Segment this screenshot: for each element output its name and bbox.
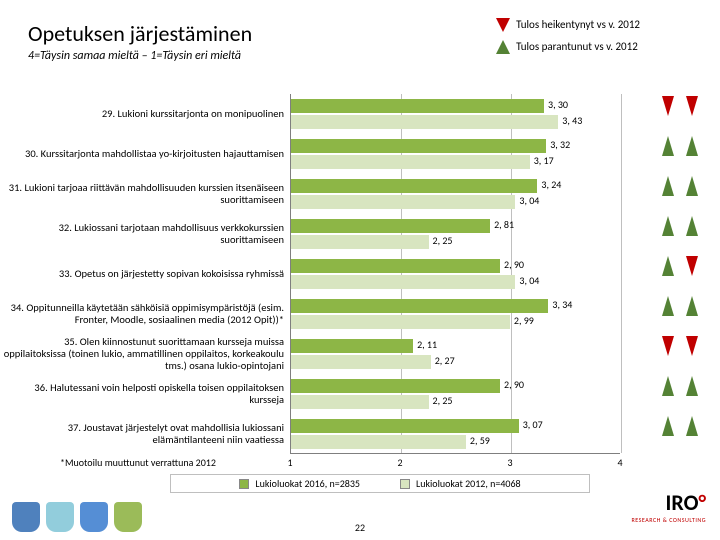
trend-arrow-a: [662, 256, 674, 280]
question-label: 37. Joustavat järjestelyt ovat mahdollis…: [0, 414, 290, 454]
x-axis: 1 2 3 4: [290, 456, 620, 470]
trend-arrow-b: [686, 416, 698, 440]
series-a-label: Lukioluokat 2016, n=2835: [255, 477, 360, 490]
trend-arrow-a: [662, 136, 674, 160]
series-b-label: Lukioluokat 2012, n=4068: [416, 477, 521, 490]
question-label: 30. Kurssitarjonta mahdollistaa yo-kirjo…: [0, 134, 290, 174]
trend-arrow-a: [662, 216, 674, 240]
trend-arrow-b: [686, 296, 698, 320]
trend-arrow-b: [686, 216, 698, 240]
question-label: 32. Lukiossani tarjotaan mahdollisuus ve…: [0, 214, 290, 254]
question-label: 31. Lukioni tarjoaa riittävän mahdollisu…: [0, 174, 290, 214]
question-label: 36. Halutessani voin helposti opiskella …: [0, 374, 290, 414]
scale-subtitle: 4=Täysin samaa mieltä – 1=Täysin eri mie…: [28, 49, 252, 63]
footnote: *Muotoilu muuttunut verrattuna 2012: [60, 456, 216, 469]
x-tick: 2: [397, 456, 402, 469]
question-label: 29. Lukioni kurssitarjonta on monipuolin…: [0, 94, 290, 134]
trend-up-icon: [496, 40, 510, 54]
series-legend: Lukioluokat 2016, n=2835 Lukioluokat 201…: [170, 474, 590, 493]
question-label: 33. Opetus on järjestetty sopivan kokois…: [0, 254, 290, 294]
trend-arrow-a: [662, 336, 674, 360]
trend-arrow-b: [686, 176, 698, 200]
crest-icon: [80, 502, 108, 532]
x-tick: 3: [507, 456, 512, 469]
trend-arrow-a: [662, 296, 674, 320]
series-b-chip: [400, 479, 410, 489]
crest-icon: [114, 502, 142, 532]
trend-arrow-a: [662, 96, 674, 120]
trend-arrow-a: [662, 376, 674, 400]
trend-arrow-b: [686, 256, 698, 280]
question-label: 34. Oppitunneilla käytetään sähköisiä op…: [0, 294, 290, 334]
series-a-chip: [239, 479, 249, 489]
footer-badges: [12, 502, 142, 532]
trend-arrow-b: [686, 336, 698, 360]
page-title: Opetuksen järjestäminen: [28, 20, 252, 47]
crest-icon: [12, 502, 40, 532]
chart-rows: 29. Lukioni kurssitarjonta on monipuolin…: [0, 94, 620, 454]
trend-arrow-b: [686, 136, 698, 160]
trend-arrow-a: [662, 416, 674, 440]
logo-subtext: RESEARCH & CONSULTING: [632, 516, 706, 524]
trend-arrow-b: [686, 96, 698, 120]
trend-down-label: Tulos heikentynyt vs v. 2012: [516, 18, 640, 31]
logo-text: IRO: [666, 489, 699, 516]
x-tick: 4: [617, 456, 622, 469]
logo: IRO° RESEARCH & CONSULTING: [632, 489, 706, 524]
trend-arrows: [652, 94, 712, 454]
trend-up-label: Tulos parantunut vs v. 2012: [516, 40, 638, 53]
x-tick: 1: [287, 456, 292, 469]
trend-arrow-a: [662, 176, 674, 200]
logo-dot-icon: °: [698, 489, 706, 516]
page-number: 22: [355, 521, 365, 534]
crest-icon: [46, 502, 74, 532]
trend-legend: Tulos heikentynyt vs v. 2012 Tulos paran…: [496, 18, 640, 62]
trend-arrow-b: [686, 376, 698, 400]
trend-down-icon: [496, 18, 510, 32]
question-label: 35. Olen kiinnostunut suorittamaan kurss…: [0, 334, 290, 374]
